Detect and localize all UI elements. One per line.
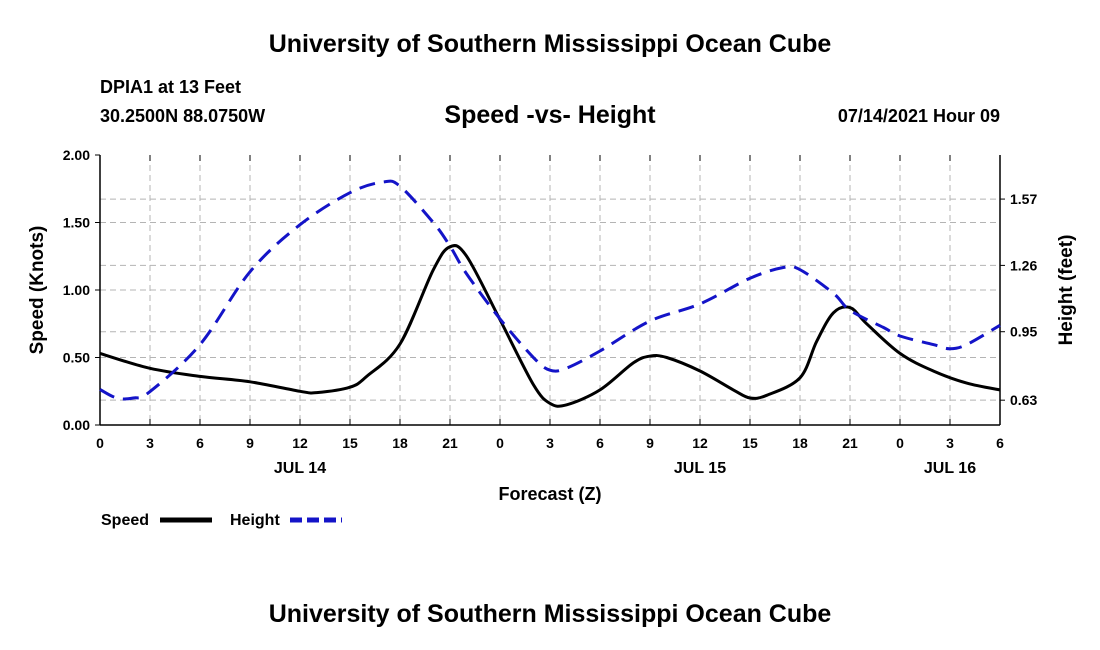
x-axis-title: Forecast (Z)	[498, 484, 601, 504]
y-tick-label-left: 1.00	[63, 282, 90, 298]
x-tick-label: 12	[692, 435, 708, 451]
y-tick-label-left: 0.50	[63, 350, 90, 366]
y-tick-label-right: 1.57	[1010, 191, 1037, 207]
height-series-line	[99, 179, 1001, 401]
x-tick-label: 12	[292, 435, 308, 451]
x-tick-label: 0	[96, 435, 104, 451]
coordinates-label: 30.2500N 88.0750W	[100, 106, 266, 126]
x-tick-label: 3	[546, 435, 554, 451]
x-tick-label: 0	[496, 435, 504, 451]
y-axis-title-right: Height (feet)	[1056, 235, 1077, 346]
legend-label-height: Height	[230, 512, 280, 529]
x-tick-label: 18	[792, 435, 808, 451]
date-label: JUL 16	[924, 460, 976, 477]
x-tick-label: 6	[596, 435, 604, 451]
x-tick-label: 21	[442, 435, 458, 451]
x-tick-label: 21	[842, 435, 858, 451]
speed-series-line	[99, 244, 1001, 408]
x-tick-label: 9	[646, 435, 654, 451]
x-tick-label: 6	[196, 435, 204, 451]
y-tick-label-right: 1.26	[1010, 257, 1037, 273]
y-tick-label-right: 0.95	[1010, 324, 1037, 340]
page-title: University of Southern Mississippi Ocean…	[268, 30, 832, 58]
x-tick-label: 18	[392, 435, 408, 451]
chart-title: Speed -vs- Height	[444, 101, 656, 129]
x-tick-label: 15	[742, 435, 758, 451]
station-label: DPIA1 at 13 Feet	[100, 77, 242, 97]
footer-title: University of Southern Mississippi Ocean…	[268, 600, 832, 628]
x-tick-label: 3	[946, 435, 954, 451]
datetime-label: 07/14/2021 Hour 09	[837, 106, 1000, 126]
y-tick-label-right: 0.63	[1010, 392, 1037, 408]
x-tick-label: 9	[246, 435, 254, 451]
date-label: JUL 14	[274, 460, 326, 477]
x-tick-label: 15	[342, 435, 358, 451]
y-tick-label-left: 2.00	[63, 147, 90, 163]
y-tick-label-left: 0.00	[63, 417, 90, 433]
date-label: JUL 15	[674, 460, 726, 477]
x-tick-label: 0	[896, 435, 904, 451]
x-tick-label: 3	[146, 435, 154, 451]
y-axis-title-left: Speed (Knots)	[27, 226, 48, 355]
x-tick-label: 6	[996, 435, 1004, 451]
y-tick-label-left: 1.50	[63, 215, 90, 231]
legend-label-speed: Speed	[101, 512, 149, 529]
